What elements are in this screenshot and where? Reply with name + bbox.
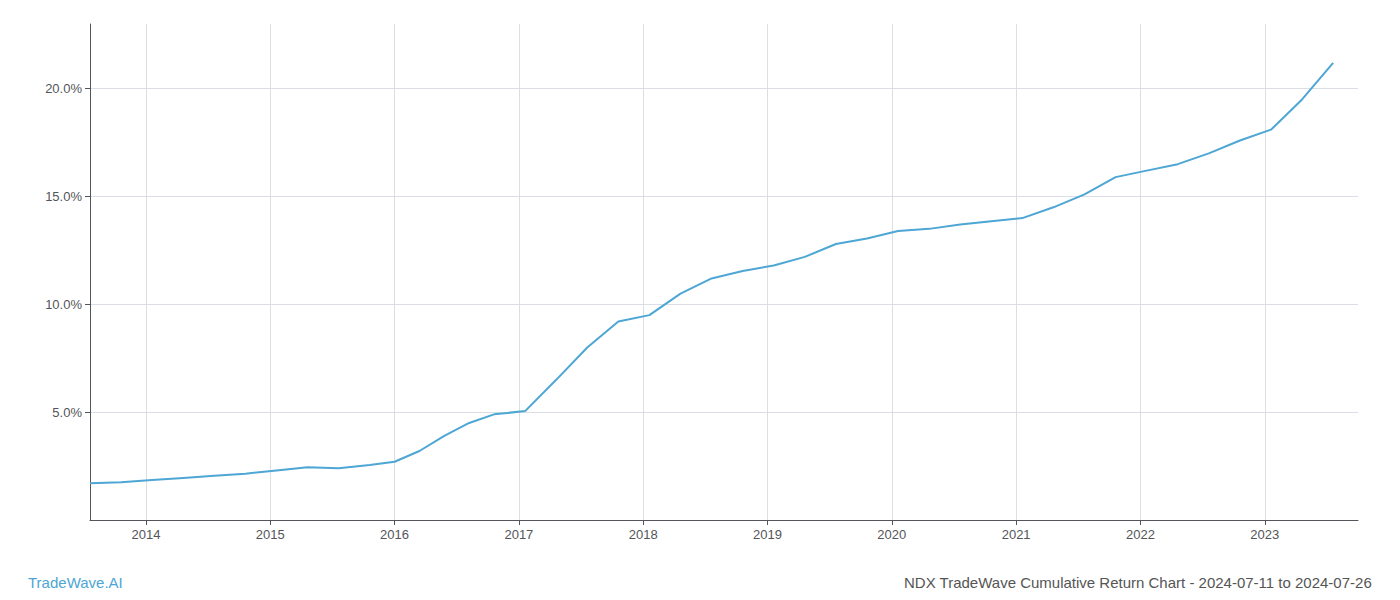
svg-text:10.0%: 10.0%: [45, 297, 82, 312]
svg-text:15.0%: 15.0%: [45, 189, 82, 204]
svg-text:2019: 2019: [753, 527, 782, 542]
svg-text:20.0%: 20.0%: [45, 81, 82, 96]
svg-text:2022: 2022: [1126, 527, 1155, 542]
svg-text:2017: 2017: [504, 527, 533, 542]
svg-text:2020: 2020: [877, 527, 906, 542]
svg-text:TradeWave.AI: TradeWave.AI: [28, 574, 123, 591]
svg-text:NDX TradeWave Cumulative Retur: NDX TradeWave Cumulative Return Chart - …: [904, 574, 1372, 591]
svg-text:2015: 2015: [256, 527, 285, 542]
svg-text:2018: 2018: [629, 527, 658, 542]
svg-text:2014: 2014: [131, 527, 160, 542]
svg-text:5.0%: 5.0%: [52, 405, 82, 420]
svg-text:2021: 2021: [1002, 527, 1031, 542]
svg-text:2016: 2016: [380, 527, 409, 542]
svg-text:2023: 2023: [1250, 527, 1279, 542]
